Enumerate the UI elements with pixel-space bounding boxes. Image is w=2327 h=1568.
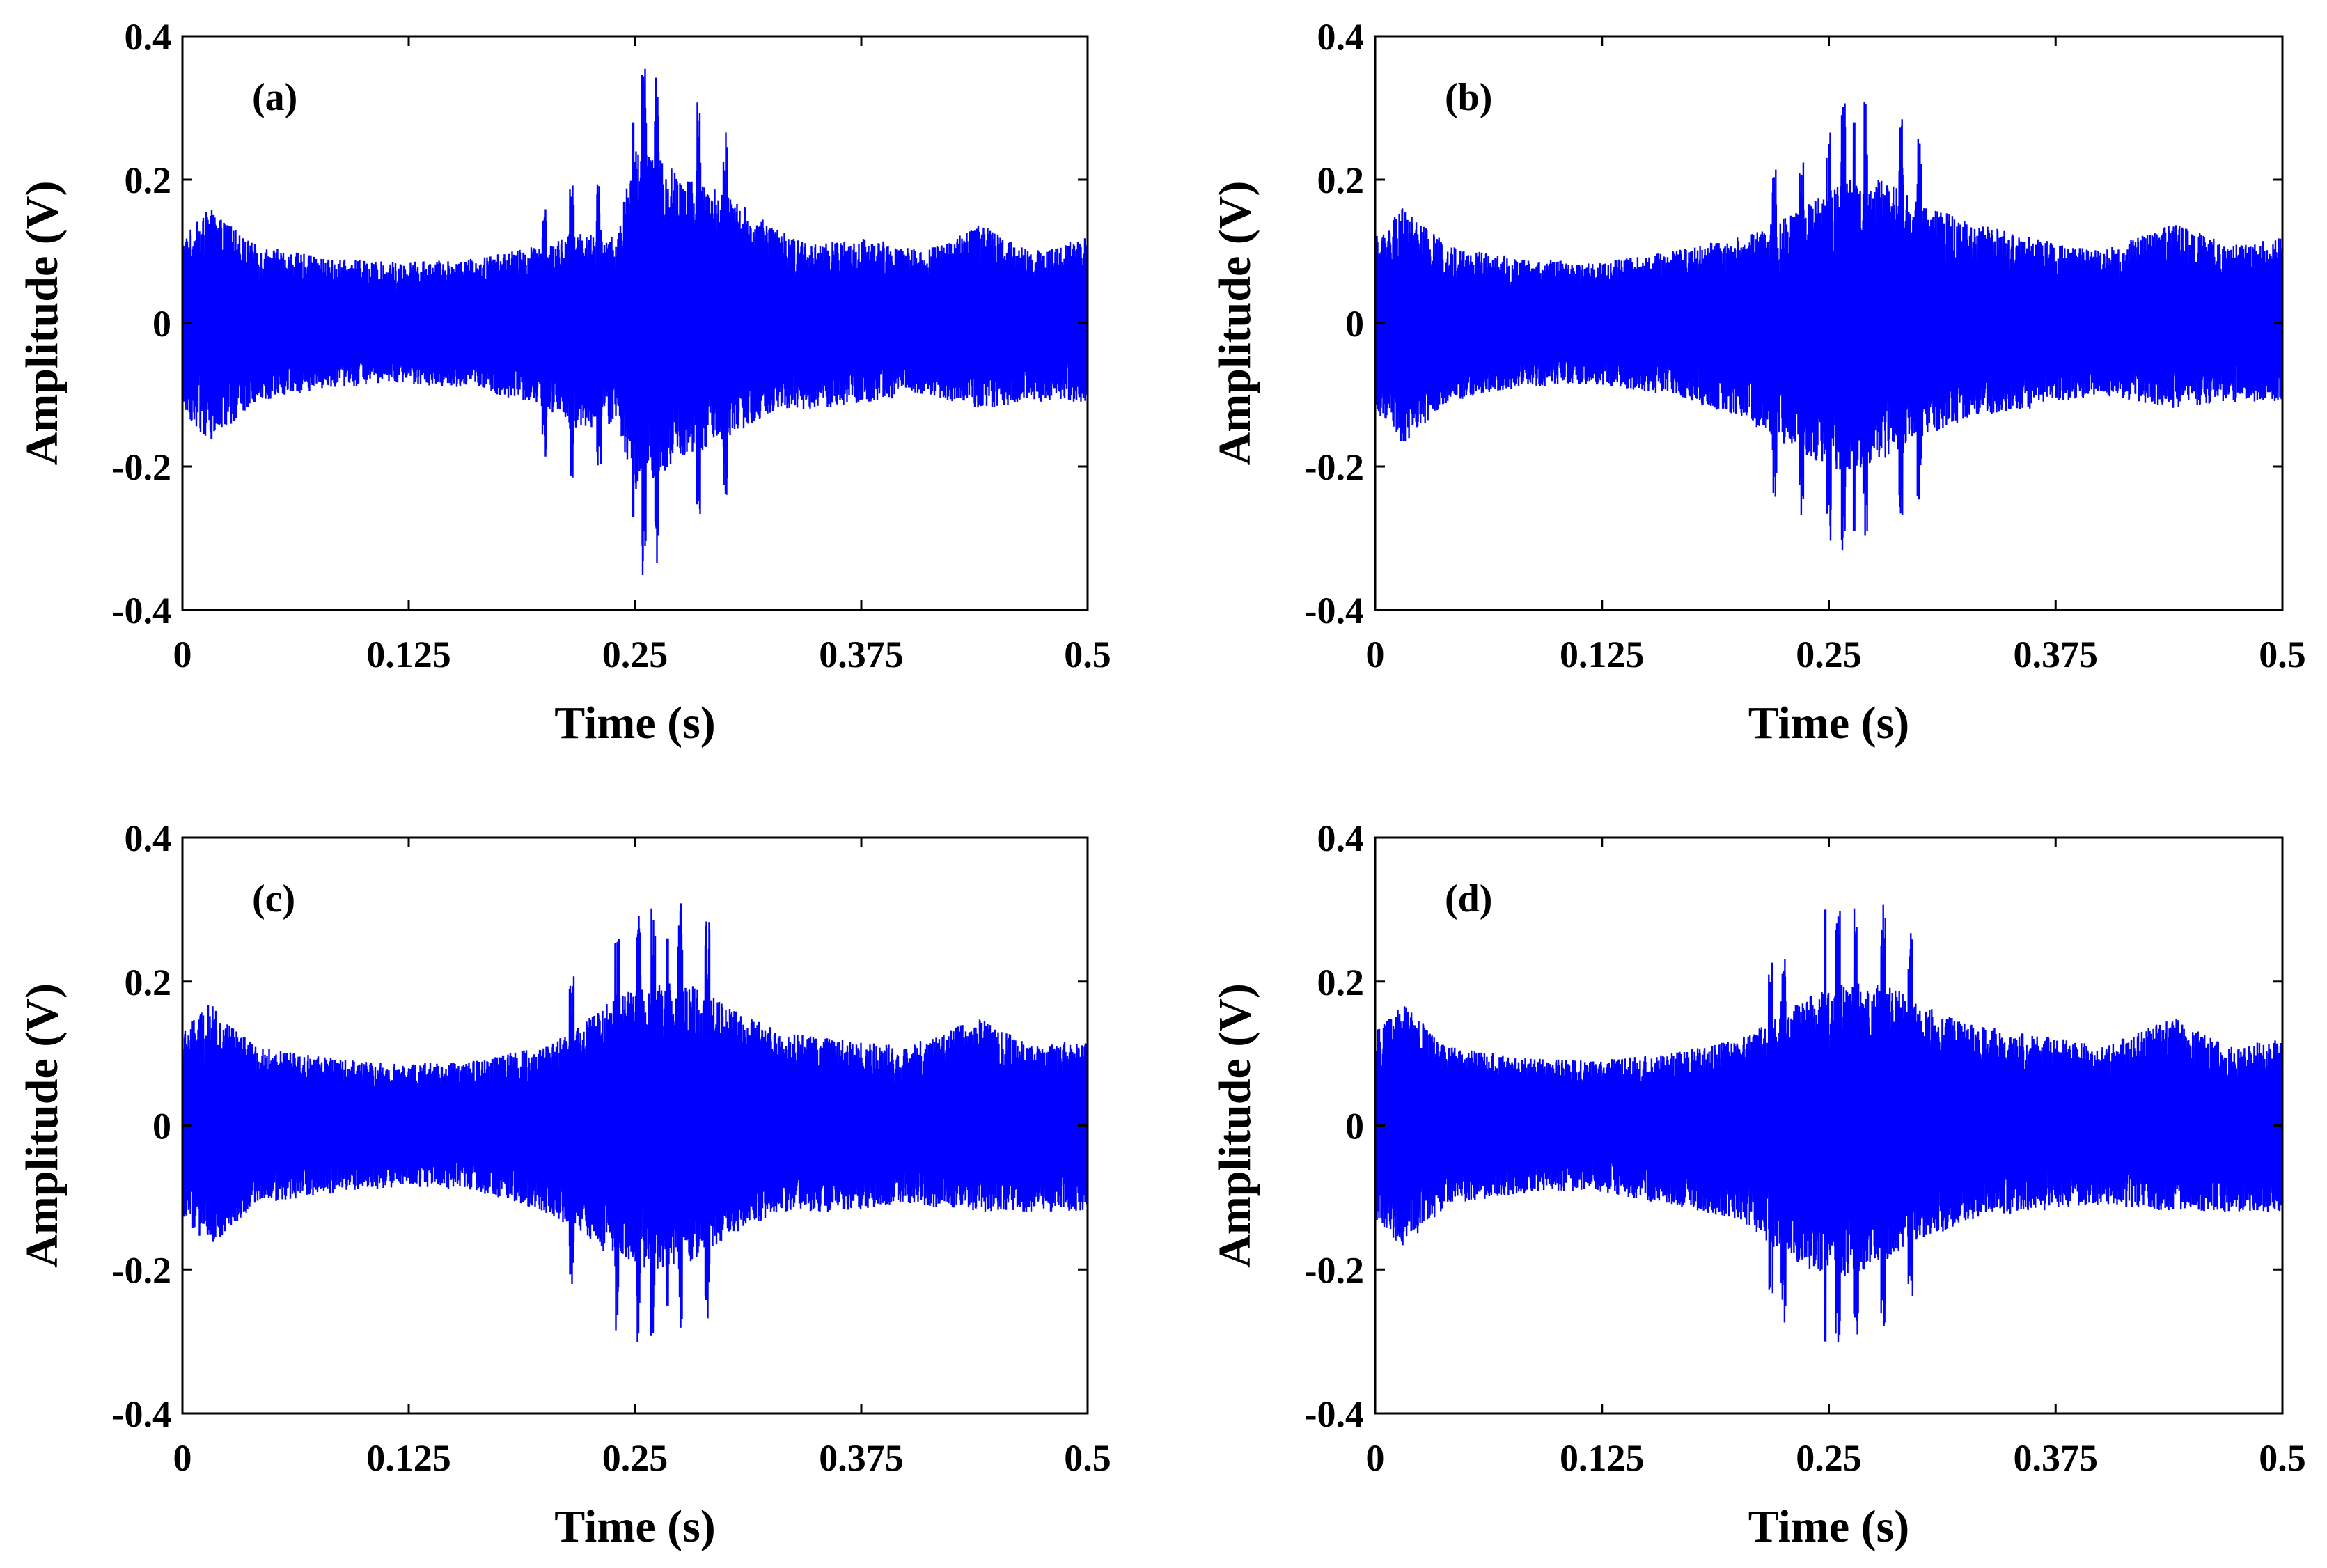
y-tick-label: 0.4: [125, 16, 172, 58]
signal-series-line: [182, 68, 1088, 576]
y-axis-label: Amplitude (V): [17, 983, 68, 1268]
y-tick-label: 0: [1345, 303, 1364, 345]
y-tick-label: 0.2: [125, 159, 172, 201]
y-tick-label: -0.4: [1305, 590, 1364, 632]
y-tick-label: 0.2: [125, 962, 172, 1003]
x-tick-label: 0: [1366, 634, 1385, 675]
x-tick-label: 0.25: [602, 634, 668, 675]
x-tick-label: 0.25: [602, 1437, 668, 1479]
y-tick-label: 0.4: [1317, 16, 1365, 58]
x-tick-label: 0.5: [1064, 1437, 1111, 1479]
x-axis-label: Time (s): [1748, 1501, 1910, 1552]
x-tick-label: 0.5: [2259, 1437, 2306, 1479]
y-tick-label: 0.4: [125, 817, 172, 859]
x-tick-label: 0.125: [366, 634, 451, 675]
y-tick-label: -0.2: [112, 446, 171, 488]
y-axis-label: Amplitude (V): [1209, 983, 1260, 1268]
y-tick-label: -0.4: [1305, 1393, 1364, 1435]
x-tick-label: 0.25: [1796, 634, 1862, 675]
y-tick-label: -0.2: [1305, 1249, 1364, 1291]
y-tick-label: -0.4: [112, 590, 171, 632]
x-tick-label: 0.375: [819, 1437, 904, 1479]
x-axis-label: Time (s): [554, 1501, 716, 1552]
y-tick-label: 0: [152, 1106, 171, 1147]
x-tick-label: 0: [173, 634, 192, 675]
signal-series-line: [1375, 904, 2282, 1342]
panel-label: (a): [252, 76, 297, 119]
y-tick-label: 0: [1345, 1106, 1364, 1147]
y-tick-label: 0.2: [1317, 962, 1365, 1003]
x-tick-label: 0.125: [1560, 634, 1645, 675]
x-tick-label: 0.5: [2259, 634, 2306, 675]
y-axis-label: Amplitude (V): [17, 181, 68, 466]
y-tick-label: 0: [152, 303, 171, 345]
y-tick-label: 0.4: [1317, 817, 1365, 859]
x-tick-label: 0.125: [366, 1437, 451, 1479]
x-tick-label: 0.375: [819, 634, 904, 675]
x-axis-label: Time (s): [554, 698, 716, 748]
x-tick-label: 0.375: [2014, 634, 2099, 675]
y-tick-label: -0.4: [112, 1393, 171, 1435]
panel-label: (b): [1445, 76, 1492, 119]
x-tick-label: 0.25: [1796, 1437, 1862, 1479]
signal-series-line: [182, 903, 1088, 1342]
x-tick-label: 0: [1366, 1437, 1385, 1479]
signal-series-line: [1375, 101, 2282, 551]
y-tick-label: -0.2: [112, 1249, 171, 1291]
y-axis-label: Amplitude (V): [1209, 181, 1260, 466]
panel-label: (c): [252, 877, 295, 920]
x-tick-label: 0.5: [1064, 634, 1111, 675]
x-tick-label: 0.125: [1560, 1437, 1645, 1479]
x-tick-label: 0: [173, 1437, 192, 1479]
y-tick-label: 0.2: [1317, 159, 1365, 201]
x-tick-label: 0.375: [2014, 1437, 2099, 1479]
y-tick-label: -0.2: [1305, 446, 1364, 488]
x-axis-label: Time (s): [1748, 698, 1910, 748]
panel-label: (d): [1445, 877, 1492, 920]
